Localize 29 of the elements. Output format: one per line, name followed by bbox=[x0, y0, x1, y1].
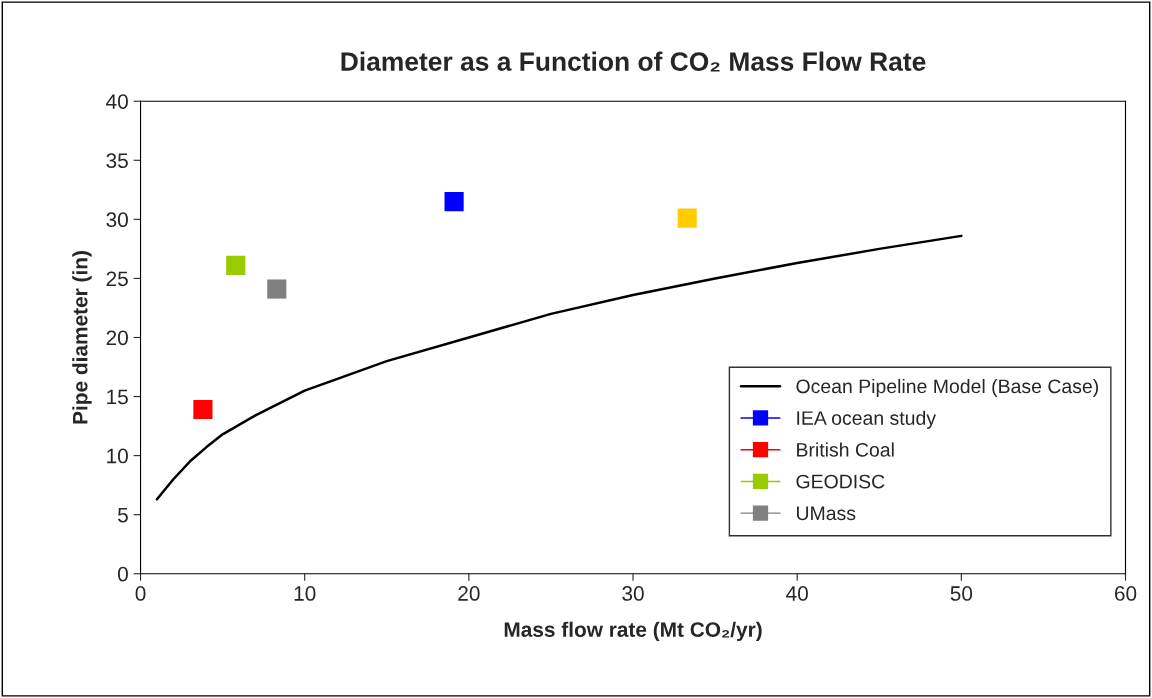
y-tick-label: 25 bbox=[106, 271, 128, 287]
point bbox=[444, 192, 464, 212]
point bbox=[193, 399, 213, 420]
x-tick-label: 40 bbox=[786, 586, 808, 601]
y-tick-label: 20 bbox=[106, 330, 128, 346]
y-tick-label: 35 bbox=[106, 153, 128, 169]
y-tick-label: 0 bbox=[117, 566, 128, 582]
x-tick-label: 60 bbox=[1114, 586, 1137, 601]
legend-label: British Coal bbox=[797, 442, 894, 457]
y-tick-label: 15 bbox=[107, 389, 128, 405]
y-tick-label: 10 bbox=[107, 448, 128, 464]
x-axis-title: Mass flow rate (Mt CO₂/yr) bbox=[504, 621, 762, 642]
y-tick-label: 5 bbox=[117, 507, 128, 523]
point bbox=[677, 208, 697, 228]
chart-title: Diameter as a Function of CO₂ Mass Flow Rate bbox=[341, 51, 926, 72]
legend-label: GEODISC bbox=[796, 474, 885, 489]
x-tick-label: 10 bbox=[294, 586, 316, 601]
x-tick-label: 20 bbox=[458, 586, 480, 601]
x-tick-label: 50 bbox=[950, 586, 973, 601]
y-axis-title: Pipe diameter (in) bbox=[72, 251, 92, 424]
point bbox=[226, 255, 246, 275]
legend-label: Ocean Pipeline Model (Base Case) bbox=[796, 378, 1098, 398]
y-tick-label: 40 bbox=[106, 94, 128, 109]
x-tick-label: 30 bbox=[622, 586, 644, 601]
y-tick-label: 30 bbox=[106, 212, 128, 228]
legend-label: IEA ocean study bbox=[797, 410, 936, 429]
point bbox=[267, 279, 287, 299]
x-tick-label: 0 bbox=[135, 586, 146, 601]
legend-label: UMass bbox=[797, 506, 856, 521]
